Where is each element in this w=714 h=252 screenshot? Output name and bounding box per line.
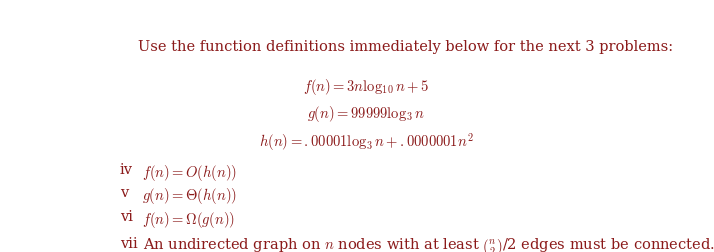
Text: $f(n) = 3n\log_{10} n + 5$: $f(n) = 3n\log_{10} n + 5$ (303, 77, 429, 97)
Text: iv: iv (120, 163, 133, 177)
Text: v: v (120, 186, 128, 200)
Text: $h(n) = .00001\log_3 n + .0000001n^2$: $h(n) = .00001\log_3 n + .0000001n^2$ (258, 131, 473, 153)
Text: $g(n) = 99999\log_3 n$: $g(n) = 99999\log_3 n$ (307, 104, 425, 124)
Text: $f(n) = \Omega(g(n))$: $f(n) = \Omega(g(n))$ (142, 210, 235, 230)
Text: $f(n) = O(h(n))$: $f(n) = O(h(n))$ (142, 163, 237, 183)
Text: vii: vii (120, 237, 137, 251)
Text: $g(n) = \Theta(h(n))$: $g(n) = \Theta(h(n))$ (142, 186, 237, 206)
Text: An undirected graph on $n$ nodes with at least $\binom{n}{2}$/2 edges must be co: An undirected graph on $n$ nodes with at… (144, 237, 714, 252)
Text: Use the function definitions immediately below for the next 3 problems:: Use the function definitions immediately… (138, 40, 673, 54)
Text: vi: vi (120, 210, 133, 224)
